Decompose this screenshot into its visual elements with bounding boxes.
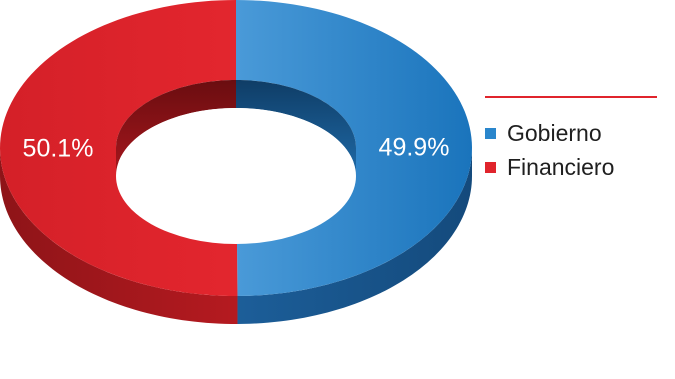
legend-swatch-gobierno (485, 127, 496, 139)
slice-side-gobierno (237, 148, 472, 324)
donut-hole (116, 108, 356, 244)
legend-item-financiero: Financiero (485, 150, 657, 184)
data-label-gobierno: 49.9% (379, 134, 450, 162)
slice-inner-wall-financiero (116, 80, 236, 176)
legend-accent-rule (485, 96, 657, 98)
data-label-financiero: 50.1% (23, 134, 94, 162)
legend-label-gobierno: Gobierno (507, 119, 602, 146)
slice-side-financiero (0, 148, 238, 324)
legend-label-financiero: Financiero (507, 153, 615, 180)
legend-swatch-financiero (485, 161, 496, 173)
chart-legend: Gobierno Financiero (485, 96, 657, 184)
slice-inner-wall-gobierno (236, 80, 356, 176)
legend-item-gobierno: Gobierno (485, 116, 657, 150)
